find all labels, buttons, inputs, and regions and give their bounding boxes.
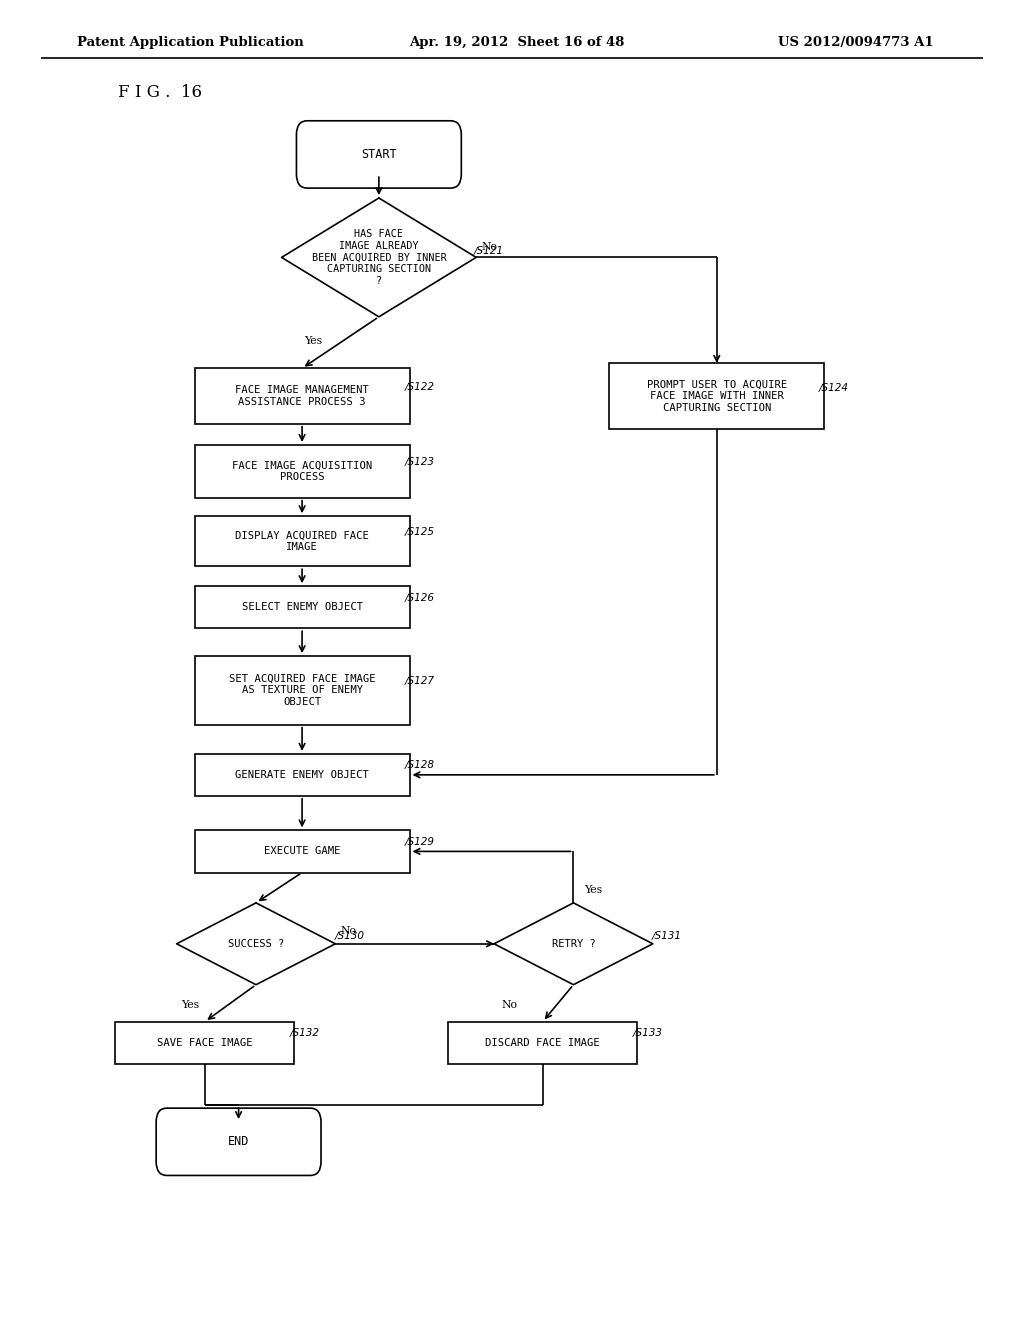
Text: HAS FACE
IMAGE ALREADY
BEEN ACQUIRED BY INNER
CAPTURING SECTION
?: HAS FACE IMAGE ALREADY BEEN ACQUIRED BY … bbox=[311, 230, 446, 285]
Bar bbox=[195, 586, 410, 628]
Bar bbox=[116, 1022, 295, 1064]
Bar bbox=[195, 445, 410, 498]
Text: SUCCESS ?: SUCCESS ? bbox=[228, 939, 284, 949]
FancyBboxPatch shape bbox=[297, 121, 461, 187]
Text: ∕S123: ∕S123 bbox=[404, 455, 434, 466]
Polygon shape bbox=[495, 903, 653, 985]
Text: ∕S132: ∕S132 bbox=[289, 1027, 319, 1038]
Text: ∕S124: ∕S124 bbox=[819, 381, 849, 392]
Text: GENERATE ENEMY OBJECT: GENERATE ENEMY OBJECT bbox=[236, 770, 369, 780]
Text: DISPLAY ACQUIRED FACE
IMAGE: DISPLAY ACQUIRED FACE IMAGE bbox=[236, 531, 369, 552]
Text: F I G .  16: F I G . 16 bbox=[118, 84, 202, 100]
Text: ∕S121: ∕S121 bbox=[474, 244, 504, 255]
Text: ∕S125: ∕S125 bbox=[404, 525, 434, 536]
Text: ∕S122: ∕S122 bbox=[404, 380, 434, 391]
Text: ∕S129: ∕S129 bbox=[404, 836, 434, 846]
Text: Yes: Yes bbox=[304, 335, 323, 346]
Text: ∕S128: ∕S128 bbox=[404, 759, 434, 770]
Text: FACE IMAGE MANAGEMENT
ASSISTANCE PROCESS 3: FACE IMAGE MANAGEMENT ASSISTANCE PROCESS… bbox=[236, 385, 369, 407]
Text: EXECUTE GAME: EXECUTE GAME bbox=[264, 846, 340, 857]
Text: No: No bbox=[340, 925, 356, 936]
Text: US 2012/0094773 A1: US 2012/0094773 A1 bbox=[778, 36, 934, 49]
Text: No: No bbox=[481, 242, 498, 252]
Text: ∕S131: ∕S131 bbox=[652, 929, 682, 940]
Text: ∕S126: ∕S126 bbox=[404, 591, 434, 602]
Text: ∕S127: ∕S127 bbox=[404, 675, 434, 685]
Text: RETRY ?: RETRY ? bbox=[552, 939, 595, 949]
Text: No: No bbox=[501, 999, 517, 1010]
Text: Yes: Yes bbox=[181, 999, 200, 1010]
Bar bbox=[195, 754, 410, 796]
Bar bbox=[195, 830, 410, 873]
Text: SAVE FACE IMAGE: SAVE FACE IMAGE bbox=[157, 1038, 253, 1048]
Text: FACE IMAGE ACQUISITION
PROCESS: FACE IMAGE ACQUISITION PROCESS bbox=[232, 461, 372, 482]
Bar bbox=[195, 368, 410, 424]
Bar bbox=[609, 363, 824, 429]
Text: SET ACQUIRED FACE IMAGE
AS TEXTURE OF ENEMY
OBJECT: SET ACQUIRED FACE IMAGE AS TEXTURE OF EN… bbox=[228, 673, 376, 708]
Text: SELECT ENEMY OBJECT: SELECT ENEMY OBJECT bbox=[242, 602, 362, 612]
Text: Apr. 19, 2012  Sheet 16 of 48: Apr. 19, 2012 Sheet 16 of 48 bbox=[410, 36, 625, 49]
Text: ∕S133: ∕S133 bbox=[633, 1027, 663, 1038]
Bar bbox=[195, 656, 410, 725]
Polygon shape bbox=[282, 198, 476, 317]
Text: DISCARD FACE IMAGE: DISCARD FACE IMAGE bbox=[485, 1038, 600, 1048]
Bar bbox=[195, 516, 410, 566]
Text: PROMPT USER TO ACQUIRE
FACE IMAGE WITH INNER
CAPTURING SECTION: PROMPT USER TO ACQUIRE FACE IMAGE WITH I… bbox=[647, 379, 786, 413]
Text: END: END bbox=[228, 1135, 249, 1148]
Polygon shape bbox=[176, 903, 336, 985]
Text: ∕S130: ∕S130 bbox=[334, 929, 365, 940]
FancyBboxPatch shape bbox=[156, 1109, 322, 1175]
Text: START: START bbox=[361, 148, 396, 161]
Text: Patent Application Publication: Patent Application Publication bbox=[77, 36, 303, 49]
Bar bbox=[449, 1022, 637, 1064]
Text: Yes: Yes bbox=[584, 884, 602, 895]
